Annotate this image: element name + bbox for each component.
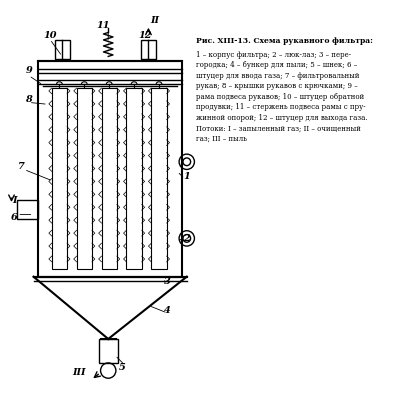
- Bar: [127, 88, 142, 269]
- Text: II: II: [151, 17, 159, 25]
- Text: 3: 3: [164, 277, 171, 286]
- Bar: [52, 88, 67, 269]
- Text: 1: 1: [183, 172, 190, 181]
- Text: продувки; 11 – стержень подвеса рамы с пру-: продувки; 11 – стержень подвеса рамы с п…: [196, 103, 366, 112]
- Bar: [102, 88, 117, 269]
- Text: рама подвеса рукавов; 10 – штуцер обратной: рама подвеса рукавов; 10 – штуцер обратн…: [196, 93, 365, 101]
- Text: городка; 4 – бункер для пыли; 5 – шнек; 6 –: городка; 4 – бункер для пыли; 5 – шнек; …: [196, 61, 358, 69]
- Text: 1 – корпус фильтра; 2 – люк-лаз; 3 – пере-: 1 – корпус фильтра; 2 – люк-лаз; 3 – пер…: [196, 50, 351, 59]
- Text: 7: 7: [18, 162, 24, 171]
- Bar: [76, 88, 92, 269]
- Text: 6: 6: [11, 213, 18, 222]
- Text: 9: 9: [25, 66, 32, 75]
- Text: штуцер для ввода газа; 7 – фильтровальный: штуцер для ввода газа; 7 – фильтровальны…: [196, 72, 360, 80]
- Text: рукав; 8 – крышки рукавов с крючками; 9 –: рукав; 8 – крышки рукавов с крючками; 9 …: [196, 82, 358, 90]
- Text: жинной опорой; 12 – штуцер для выхода газа.: жинной опорой; 12 – штуцер для выхода га…: [196, 114, 368, 122]
- Text: Потоки: I – запыленный газ; II – очищенный: Потоки: I – запыленный газ; II – очищенн…: [196, 124, 361, 133]
- Text: 8: 8: [25, 95, 32, 104]
- Text: 12: 12: [139, 31, 152, 40]
- Bar: [99, 339, 118, 363]
- Text: I: I: [12, 196, 16, 204]
- Text: 11: 11: [97, 21, 110, 30]
- Bar: [17, 200, 38, 219]
- Text: 10: 10: [43, 31, 57, 40]
- Bar: [151, 88, 166, 269]
- Text: 2: 2: [183, 234, 190, 243]
- Bar: [141, 40, 156, 59]
- Text: 5: 5: [119, 363, 126, 372]
- Text: III: III: [72, 368, 85, 377]
- Text: Рис. XIII-13. Схема рукавного фильтра:: Рис. XIII-13. Схема рукавного фильтра:: [196, 37, 373, 45]
- Text: 4: 4: [164, 306, 171, 315]
- Bar: [55, 40, 70, 59]
- Text: газ; III – пыль: газ; III – пыль: [196, 135, 247, 143]
